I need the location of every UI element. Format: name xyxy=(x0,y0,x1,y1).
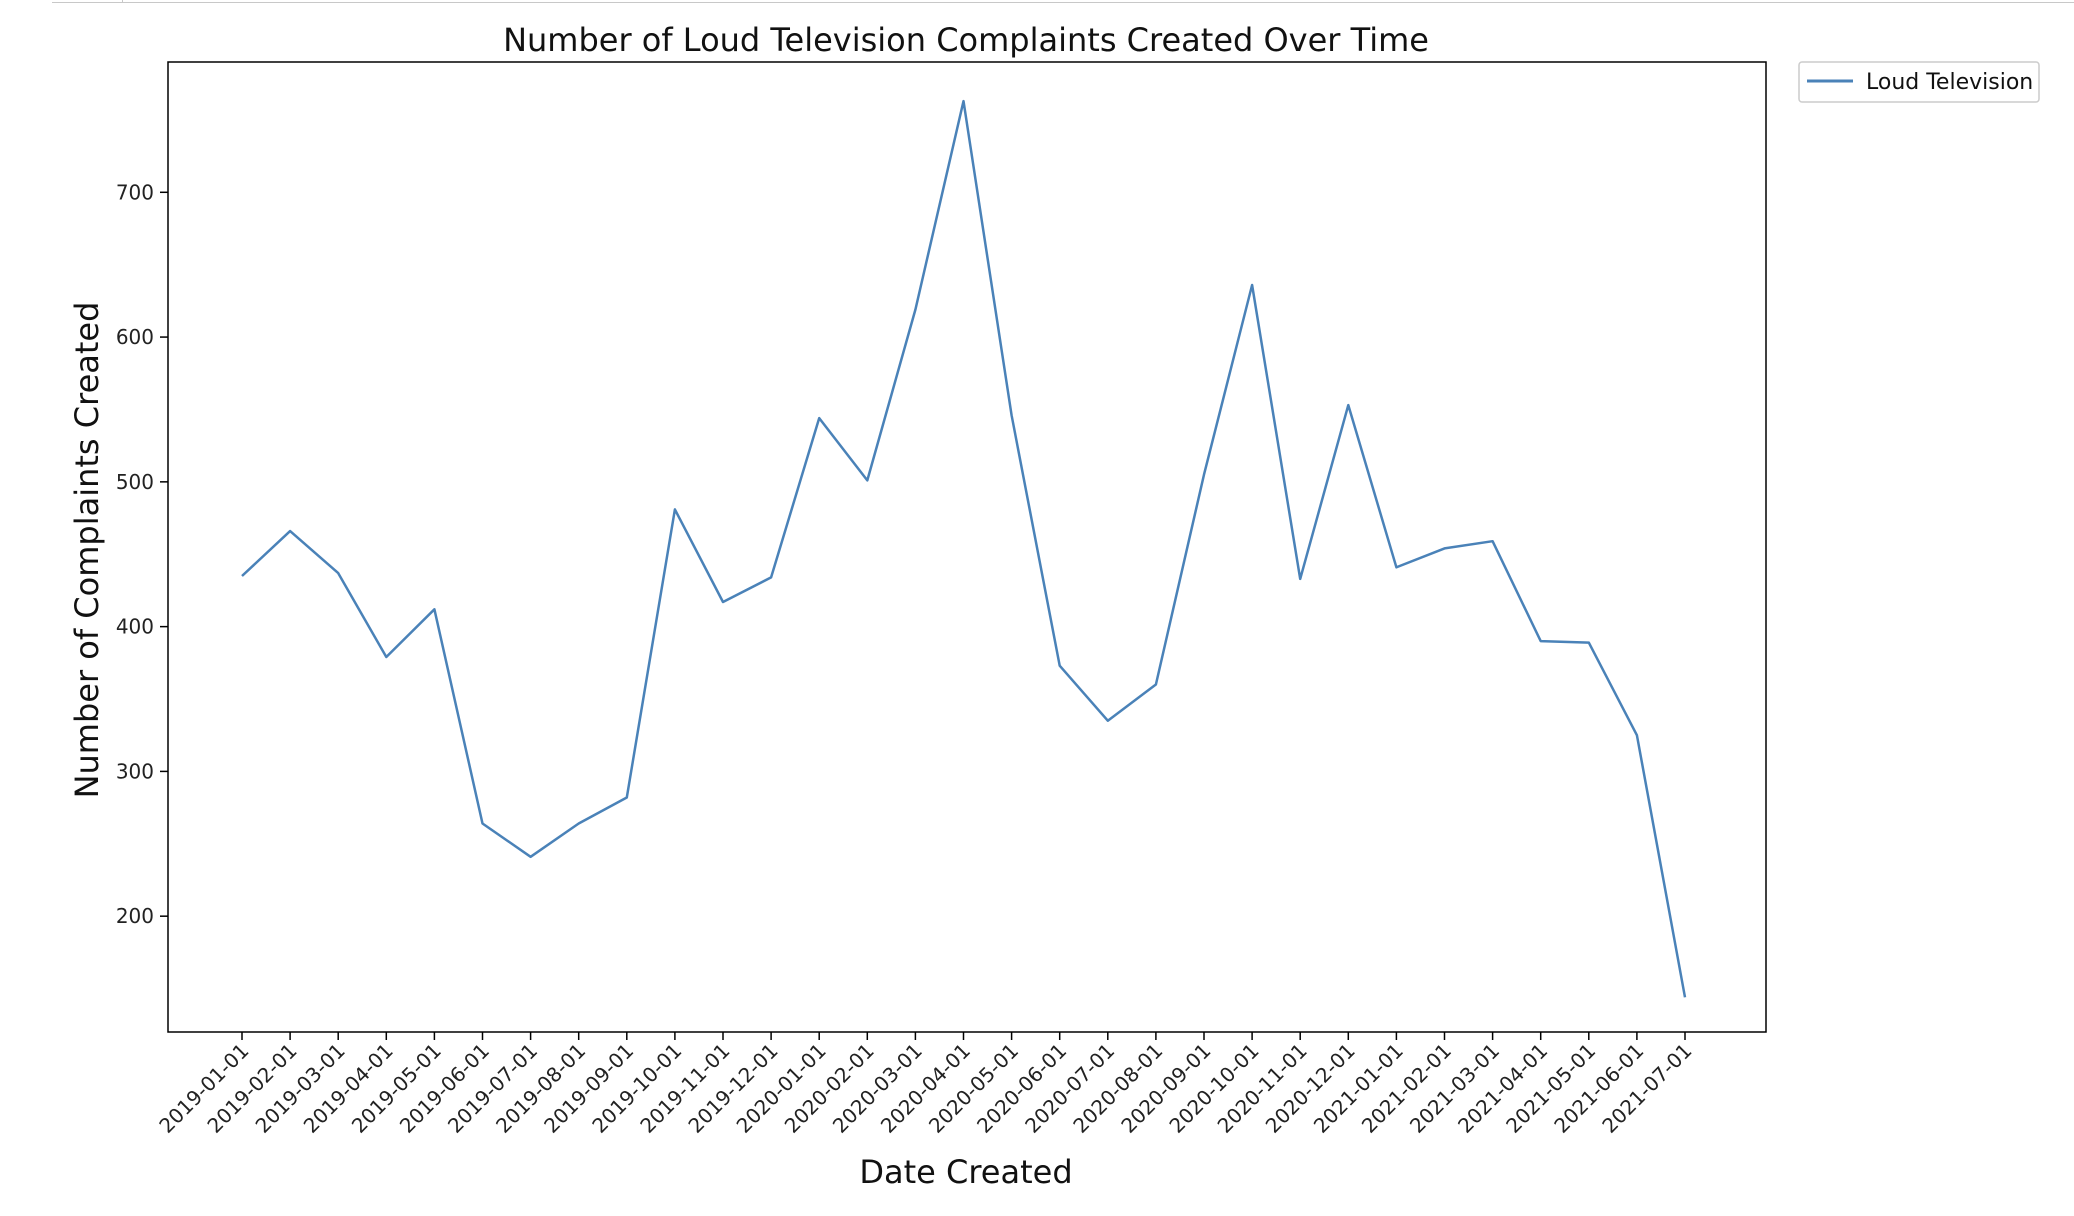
legend: Loud Television xyxy=(1798,61,2040,103)
plot-frame xyxy=(167,61,1767,1033)
y-tick-label: 400 xyxy=(116,615,154,639)
series-points xyxy=(240,99,1687,999)
x-axis-ticks: 2019-01-012019-02-012019-03-012019-04-01… xyxy=(154,1032,1697,1138)
series-line-loud-television xyxy=(241,99,1687,998)
y-tick-label: 700 xyxy=(116,180,154,204)
top-strip-cell xyxy=(52,0,123,3)
y-tick-label: 600 xyxy=(116,325,154,349)
y-tick-label: 200 xyxy=(116,904,154,928)
x-axis-label: Date Created xyxy=(859,1153,1072,1191)
top-strip xyxy=(52,0,2074,3)
y-tick-label: 300 xyxy=(116,759,154,783)
y-tick-label: 500 xyxy=(116,470,154,494)
y-axis-ticks: 200 300 400 500 600 700 xyxy=(116,180,168,928)
chart-title: Number of Loud Television Complaints Cre… xyxy=(503,21,1429,59)
legend-box xyxy=(1798,61,2040,103)
y-axis-label: Number of Complaints Created xyxy=(68,302,106,799)
legend-label: Loud Television xyxy=(1866,70,2033,95)
